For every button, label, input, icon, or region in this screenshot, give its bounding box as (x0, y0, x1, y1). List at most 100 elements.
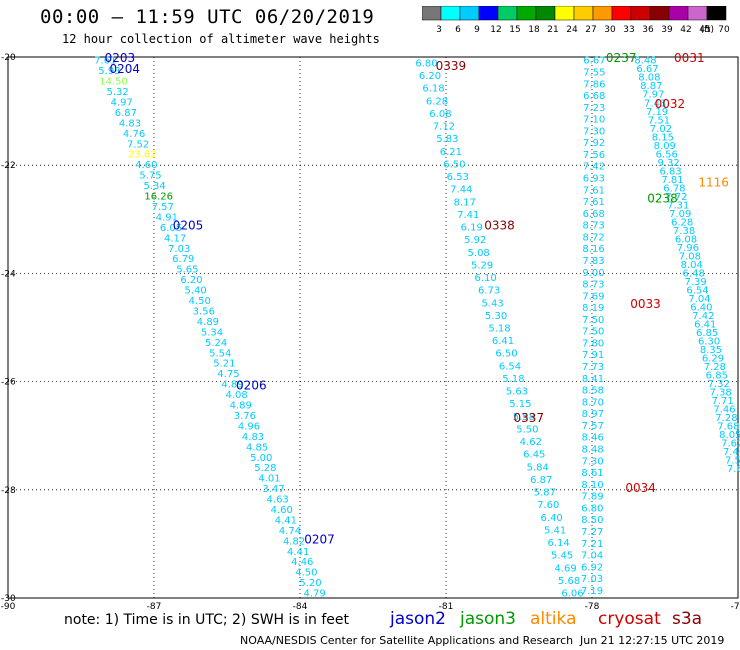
swh-value: 7.60 (537, 500, 559, 511)
swh-value: 7.51 (648, 115, 670, 126)
swh-value: 6.79 (172, 254, 194, 265)
swh-value: 5.65 (176, 265, 198, 276)
pass-number-label: 0207 (304, 532, 335, 546)
colorbar-tick: 27 (585, 25, 596, 35)
swh-value: 4.74 (279, 526, 301, 537)
colorbar-tick: 30 (604, 25, 616, 35)
swh-value: 8.61 (581, 468, 603, 479)
swh-value: 7.61 (94, 56, 116, 67)
swh-value: 7.42 (583, 162, 605, 173)
swh-value: 6.85 (706, 371, 728, 382)
swh-value: 6.80 (581, 503, 603, 514)
swh-value: 5.18 (488, 324, 510, 335)
swh-value: 5.15 (509, 399, 531, 410)
swh-value: 6.85 (696, 328, 718, 339)
colorbar-legend: 3 6 9 12 15 18 21 24 27 30 33 36 39 42 45 70(ft) (422, 6, 730, 35)
swh-value: 7.38 (710, 388, 732, 399)
swh-value: 7.46 (723, 447, 740, 458)
swh-value: 7.41 (457, 210, 479, 221)
swh-value: 6.50 (495, 349, 517, 360)
swh-value: 8.15 (652, 132, 674, 143)
swh-value: 4.97 (111, 97, 133, 108)
swh-value: 7.02 (650, 124, 672, 135)
swh-value: 4.89 (230, 401, 252, 412)
swh-value: 6.87 (530, 475, 552, 486)
lat-tick-label: -22 (1, 161, 16, 171)
swh-value: 6.53 (447, 172, 469, 183)
swh-value: 7.73 (582, 362, 604, 373)
colorbar-tick: 45 (699, 25, 710, 35)
lat-tick-label: -28 (1, 486, 16, 496)
swh-value: 6.56 (656, 149, 678, 160)
lon-tick-label: -87 (147, 602, 162, 610)
credit-text: NOAA/NESDIS Center for Satellite Applica… (240, 634, 574, 647)
swh-value: 7.56 (583, 150, 605, 161)
swh-value: 7.32 (708, 379, 730, 390)
swh-value: 8.46 (582, 433, 604, 444)
swh-value: 7.03 (581, 574, 603, 585)
swh-value: 6.68 (583, 91, 605, 102)
pass-number-label: 0032 (655, 97, 686, 111)
swh-value: 5.28 (254, 463, 276, 474)
swh-value: 4.01 (258, 474, 280, 485)
swh-value: 7.61 (583, 197, 605, 208)
swh-value: 7.57 (582, 421, 604, 432)
swh-value: 16.26 (144, 192, 173, 203)
swh-value: 7.27 (581, 527, 603, 538)
lon-tick-label: -84 (293, 602, 308, 610)
swh-value: 7.92 (583, 138, 605, 149)
swh-value: 8.05 (719, 430, 740, 441)
pass-number-label: 0034 (625, 481, 656, 495)
swh-value: 8.35 (700, 345, 722, 356)
swh-value: 6.30 (698, 337, 720, 348)
swh-value: 5.21 (213, 359, 235, 370)
swh-value: 7.68 (717, 422, 739, 433)
swh-value: 8.04 (681, 260, 703, 271)
generated-timestamp: Jun 21 12:27:15 UTC 2019 (580, 634, 725, 647)
units-note: note: 1) Time is in UTC; 2) SWH is in fe… (64, 612, 350, 628)
swh-value: 6.40 (541, 513, 563, 524)
swh-value: 7.55 (583, 67, 605, 78)
swh-value: 9.00 (582, 268, 604, 279)
swh-value: 4.91 (156, 212, 178, 223)
swh-value: 5.84 (527, 462, 549, 473)
map-frame (7, 56, 739, 599)
swh-value: 5.41 (544, 525, 566, 536)
lat-tick-label: -20 (1, 53, 16, 63)
swh-value: 6.93 (583, 174, 605, 185)
swh-value: 7.57 (152, 202, 174, 213)
swh-value: 8.19 (582, 303, 604, 314)
colorbar-tick: 39 (661, 25, 673, 35)
lat-tick-label: -24 (1, 269, 16, 279)
swh-value: 4.62 (520, 437, 542, 448)
swh-value: 6.18 (422, 84, 444, 95)
colorbar-tick: 70 (718, 25, 730, 35)
swh-value: 7.72 (665, 192, 687, 203)
lon-tick-label: -75 (731, 602, 740, 610)
swh-value: 7.10 (583, 115, 605, 126)
pass-number-label: 0031 (674, 51, 705, 65)
swh-value: 8.16 (582, 244, 604, 255)
swh-value: 8.48 (634, 56, 656, 67)
swh-value: 7.03 (168, 244, 190, 255)
satellite-legend-jason2: jason2 (390, 609, 446, 629)
swh-value: 7.97 (642, 90, 664, 101)
swh-value: 4.50 (189, 296, 211, 307)
swh-value: 4.17 (164, 233, 186, 244)
swh-value: 5.58 (513, 412, 535, 423)
swh-value: 4.85 (246, 442, 268, 453)
lon-tick-label: -90 (1, 602, 16, 610)
swh-value: 6.28 (671, 217, 693, 228)
swh-value: 6.41 (492, 336, 514, 347)
swh-value: 8.73 (583, 221, 605, 232)
swh-value: 6.54 (499, 361, 521, 372)
swh-value: 8.58 (582, 386, 604, 397)
lon-tick-label: -81 (439, 602, 454, 610)
pass-number-label: 0238 (647, 192, 678, 206)
swh-value: 6.45 (523, 450, 545, 461)
swh-value: 7.43 (644, 98, 666, 109)
swh-value: 5.63 (506, 387, 528, 398)
pass-number-label: 0033 (630, 297, 661, 311)
swh-value: 5.75 (139, 171, 161, 182)
swh-value: 6.67 (636, 64, 658, 75)
